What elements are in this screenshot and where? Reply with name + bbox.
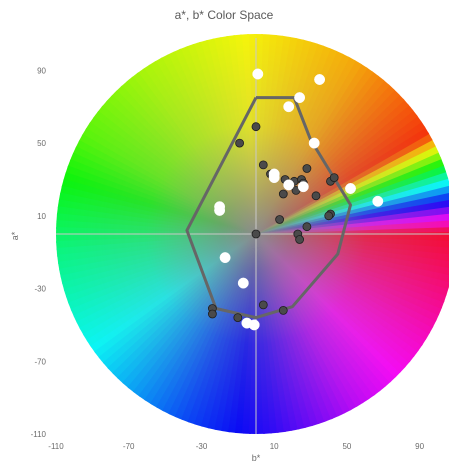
x-tick-label: -70 [123, 442, 135, 451]
white-data-point [248, 319, 260, 331]
y-tick-label: 10 [37, 212, 46, 221]
dark-data-point [295, 235, 305, 244]
y-tick-label: 90 [37, 66, 46, 75]
y-tick-label: -30 [34, 285, 46, 294]
dark-data-point [258, 160, 268, 170]
white-data-point [294, 92, 306, 104]
x-tick-label: 90 [415, 442, 424, 451]
gamut-polygon [185, 96, 352, 320]
dark-data-point [233, 313, 243, 323]
y-tick-label: 50 [37, 139, 46, 148]
white-data-point [308, 137, 320, 149]
gamut-outline [185, 96, 352, 320]
white-data-point [214, 204, 226, 216]
white-data-point [237, 277, 249, 289]
dark-data-point [278, 189, 288, 199]
points-layer [207, 68, 384, 331]
dark-data-point [324, 211, 334, 221]
y-tick-label: -110 [31, 430, 47, 439]
tick-labels: -110 -70 -30 10 50 90 90 50 10 -30 -70 -110 [31, 66, 425, 451]
x-tick-label: 50 [342, 442, 351, 451]
x-tick-label: 10 [270, 442, 279, 451]
white-data-point [283, 179, 295, 191]
white-data-point [268, 168, 280, 180]
dark-data-point [251, 122, 261, 132]
x-axis-label: b* [252, 453, 261, 463]
dark-data-point [275, 215, 285, 224]
dark-data-point [302, 222, 312, 232]
white-data-point [345, 183, 356, 194]
dark-data-point [311, 191, 321, 201]
x-tick-label: -110 [48, 442, 64, 451]
white-data-point [372, 195, 384, 207]
white-data-point [252, 68, 264, 80]
dark-data-point [207, 309, 217, 319]
white-data-point [283, 101, 295, 113]
chart-title: a*, b* Color Space [175, 8, 274, 22]
dark-data-point [251, 229, 261, 239]
dark-data-point [278, 305, 288, 315]
dark-data-point [235, 138, 245, 148]
dark-data-point [329, 173, 339, 183]
y-axis-label: a* [10, 231, 20, 240]
x-tick-label: -30 [196, 442, 208, 451]
dark-data-point [302, 164, 312, 173]
dark-data-point [258, 300, 268, 310]
white-data-point [297, 181, 309, 193]
white-data-point [219, 252, 231, 264]
white-data-point [314, 74, 326, 85]
y-tick-label: -70 [34, 357, 46, 366]
